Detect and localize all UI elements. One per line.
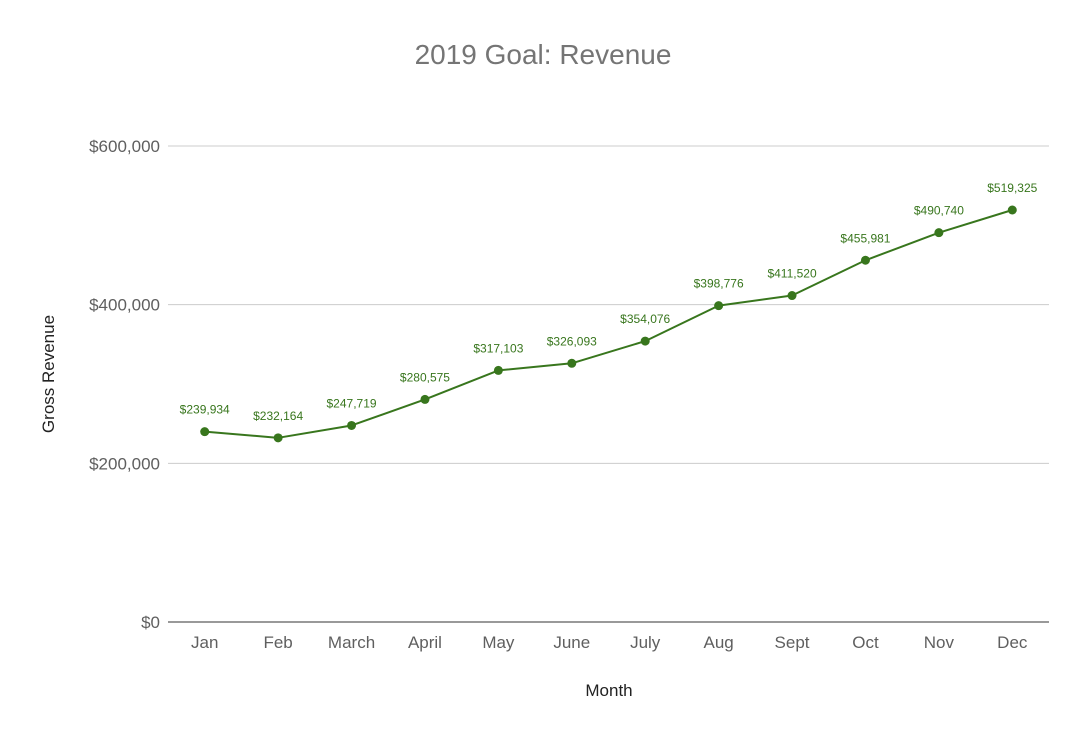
data-label: $326,093 — [547, 334, 597, 348]
data-label: $519,325 — [987, 181, 1037, 195]
data-label: $247,719 — [327, 396, 377, 410]
data-point[interactable] — [934, 228, 944, 238]
data-label: $354,076 — [620, 312, 670, 326]
x-tick-label: April — [408, 633, 442, 652]
data-label: $280,575 — [400, 370, 450, 384]
data-label: $317,103 — [473, 341, 523, 355]
x-tick-label: Dec — [997, 633, 1028, 652]
y-tick-label: $400,000 — [89, 296, 160, 315]
data-point[interactable] — [714, 301, 724, 311]
data-label: $455,981 — [840, 231, 890, 245]
y-tick-label: $600,000 — [89, 137, 160, 156]
y-tick-label: $200,000 — [89, 454, 160, 473]
x-tick-label: Nov — [924, 633, 955, 652]
y-tick-label: $0 — [141, 613, 160, 632]
data-point[interactable] — [347, 420, 357, 430]
gridlines — [168, 145, 1049, 623]
data-point[interactable] — [860, 255, 870, 265]
data-point[interactable] — [567, 358, 577, 368]
x-tick-label: Sept — [775, 633, 810, 652]
data-label: $232,164 — [253, 409, 303, 423]
data-point[interactable] — [273, 433, 283, 443]
data-point[interactable] — [493, 365, 503, 375]
data-label: $398,776 — [694, 277, 744, 291]
x-axis-title: Month — [585, 681, 632, 700]
x-tick-label: March — [328, 633, 375, 652]
data-labels: $239,934 $232,164 $247,719 $280,575 $317,103… — [180, 181, 1038, 423]
x-tick-label: Jan — [191, 633, 218, 652]
chart-title: 2019 Goal: Revenue — [415, 39, 672, 70]
y-axis-ticks: $0 $200,000 $400,000 $600,000 — [89, 137, 160, 632]
data-point[interactable] — [1007, 205, 1017, 215]
x-tick-label: Aug — [704, 633, 734, 652]
data-label: $490,740 — [914, 204, 964, 218]
x-tick-label: Oct — [852, 633, 879, 652]
data-point[interactable] — [420, 394, 430, 404]
data-label: $411,520 — [767, 267, 816, 281]
data-label: $239,934 — [180, 403, 230, 417]
series-gross-revenue — [200, 205, 1017, 443]
data-point[interactable] — [200, 427, 210, 437]
series-line — [204, 209, 1013, 439]
x-tick-label: Feb — [263, 633, 292, 652]
y-axis-title: Gross Revenue — [39, 315, 58, 433]
x-axis-ticks: Jan Feb March April May June July Aug Sept Oct Nov… — [191, 633, 1028, 652]
data-point[interactable] — [640, 336, 650, 346]
x-tick-label: June — [553, 633, 590, 652]
x-tick-label: July — [630, 633, 661, 652]
data-point[interactable] — [787, 291, 797, 301]
x-tick-label: May — [482, 633, 515, 652]
